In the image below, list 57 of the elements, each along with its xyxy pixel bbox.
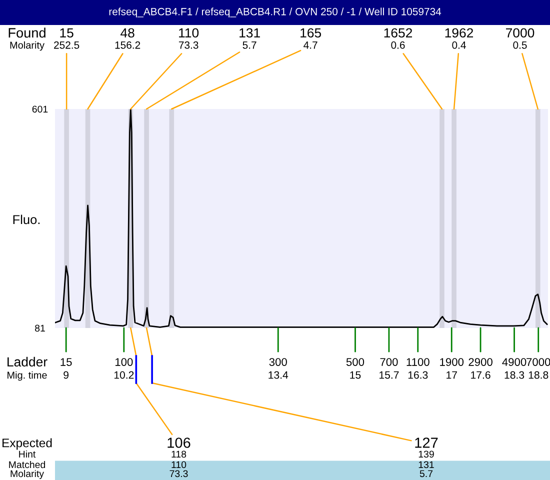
x-tick-label: 9: [64, 371, 69, 379]
band-label: 7000: [506, 28, 534, 38]
annotation: 1900: [440, 358, 464, 366]
text: Matched: [9, 460, 46, 468]
text: Molarity: [10, 470, 44, 480]
text: Hint: [19, 450, 36, 458]
band-label: 110: [179, 28, 199, 38]
x-tick-label: 10.2: [114, 371, 134, 379]
band-label: 165: [300, 28, 322, 38]
x-tick-label: 18.3: [504, 371, 524, 379]
annotation: 0.6: [391, 41, 405, 49]
x-tick-label: 15: [350, 371, 361, 379]
text: 131: [418, 461, 434, 468]
band-label: 1962: [445, 28, 474, 38]
annotation: 106: [168, 438, 190, 448]
annotation: 2900: [468, 358, 492, 366]
text: 5.7: [420, 470, 433, 478]
band-label: 1652: [384, 28, 412, 38]
annotation: 252.5: [54, 41, 80, 49]
text: Molarity: [10, 41, 44, 51]
x-tick-label: 16.3: [408, 371, 428, 379]
annotation: 100: [115, 358, 133, 366]
band-label: 15: [60, 28, 74, 38]
x-tick-label: 13.4: [268, 371, 288, 379]
text: 73.3: [170, 470, 188, 478]
y-tick-label: 601: [32, 106, 48, 113]
annotation: 5.7: [242, 42, 256, 49]
y-tick-label: 81: [35, 324, 45, 332]
text: Expected: [2, 438, 52, 450]
x-tick-label: 17: [446, 371, 457, 379]
annotation: 15: [60, 358, 72, 366]
x-tick-label: 17.6: [471, 371, 490, 379]
band-label: 48: [120, 28, 134, 38]
annotation: 0.4: [452, 41, 466, 49]
annotation: 4.7: [304, 42, 318, 49]
annotation: 73.3: [178, 41, 198, 49]
chart-title: refseq_ABCB4.F1 / refseq_ABCB4.R1 / OVN 250 / -1 / Well ID 1059734: [109, 8, 442, 18]
annotation: 7000: [526, 358, 550, 366]
annotation: 700: [380, 358, 398, 366]
text: 118: [172, 450, 186, 458]
x-tick-label: 18.8: [528, 371, 548, 379]
annotation: 127: [415, 438, 438, 448]
annotation: 4900: [502, 358, 526, 366]
annotation: 156.2: [115, 41, 140, 49]
text: 110: [172, 461, 186, 468]
text: 139: [418, 450, 434, 458]
text: Ladder: [8, 356, 48, 367]
annotation: 500: [346, 358, 364, 366]
annotation: 0.5: [513, 41, 527, 49]
annotation: 300: [269, 358, 287, 366]
annotation: 1100: [406, 358, 430, 366]
band-label: 131: [240, 28, 260, 38]
x-tick-label: 15.7: [380, 371, 399, 379]
text: Found: [8, 28, 46, 38]
x-axis-title: Mig. time: [8, 371, 47, 381]
line-series: [55, 109, 548, 328]
y-axis-title: Fluo.: [13, 214, 40, 224]
